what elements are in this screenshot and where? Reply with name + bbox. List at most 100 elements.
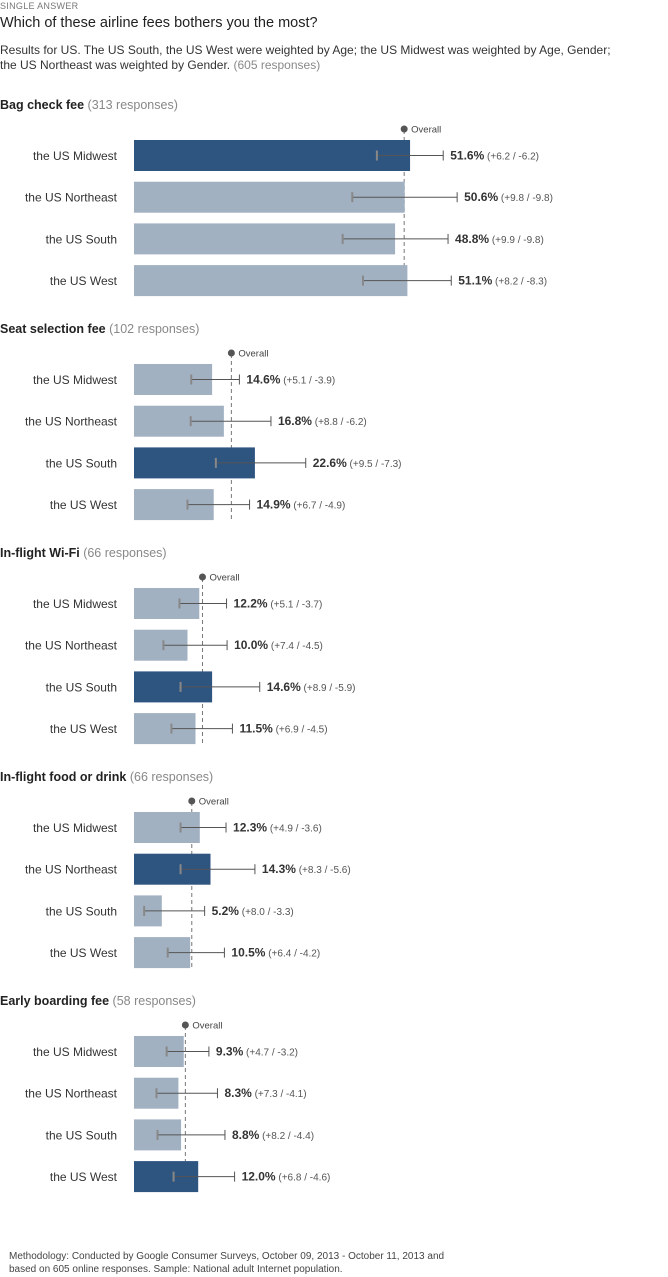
value-label: 8.3% (+7.3 / -4.1) <box>224 1086 306 1100</box>
total-responses: (605 responses) <box>233 58 321 72</box>
value-error-range: (+4.7 / -3.2) <box>243 1048 298 1059</box>
section-response-count: (66 responses) <box>80 546 167 560</box>
category-label: the US Midwest <box>33 373 118 387</box>
value-percent: 8.8% <box>232 1128 260 1142</box>
value-error-range: (+8.8 / -6.2) <box>312 417 367 428</box>
value-percent: 16.8% <box>278 414 312 428</box>
value-error-range: (+6.2 / -6.2) <box>484 152 539 163</box>
section-response-count: (66 responses) <box>126 770 213 784</box>
value-error-range: (+8.2 / -8.3) <box>492 277 547 288</box>
value-error-range: (+8.3 / -5.6) <box>296 865 351 876</box>
results-line-1: Results for US. The US South, the US Wes… <box>0 43 611 57</box>
value-error-range: (+5.1 / -3.7) <box>268 600 323 611</box>
value-percent: 8.3% <box>224 1086 252 1100</box>
overall-marker <box>188 797 196 805</box>
results-line-2: the US Northeast was weighted by Gender.… <box>0 58 668 73</box>
value-percent: 10.0% <box>234 638 268 652</box>
value-label: 12.2% (+5.1 / -3.7) <box>234 597 323 611</box>
category-label: the US Northeast <box>25 415 118 429</box>
category-label: the US West <box>50 498 118 512</box>
value-label: 10.0% (+7.4 / -4.5) <box>234 638 323 652</box>
value-label: 11.5% (+6.9 / -4.5) <box>239 722 327 736</box>
value-label: 51.1% (+8.2 / -8.3) <box>458 274 547 288</box>
value-label: 14.3% (+8.3 / -5.6) <box>262 862 351 876</box>
value-label: 51.6% (+6.2 / -6.2) <box>450 149 539 163</box>
overall-marker <box>198 573 206 581</box>
overall-marker <box>181 1021 189 1029</box>
overall-marker <box>400 125 408 133</box>
section-title-text: Seat selection fee <box>0 322 106 336</box>
value-error-range: (+7.3 / -4.1) <box>252 1089 307 1100</box>
section-title-text: Bag check fee <box>0 98 84 112</box>
value-percent: 11.5% <box>239 722 273 736</box>
bar <box>134 265 408 297</box>
methodology-line-1: Methodology: Conducted by Google Consume… <box>9 1251 445 1262</box>
category-label: the US West <box>50 946 118 960</box>
section-title: Early boarding fee (58 responses) <box>0 994 196 1008</box>
value-error-range: (+6.4 / -4.2) <box>265 949 320 960</box>
value-error-range: (+6.7 / -4.9) <box>291 501 346 512</box>
section-title: In-flight Wi-Fi (66 responses) <box>0 546 167 560</box>
value-label: 12.3% (+4.9 / -3.6) <box>233 821 322 835</box>
results-line-2-text: the US Northeast was weighted by Gender. <box>0 58 231 72</box>
section-title: Seat selection fee (102 responses) <box>0 322 199 336</box>
overall-label: Overall <box>199 797 229 808</box>
value-percent: 14.3% <box>262 862 296 876</box>
value-percent: 12.0% <box>242 1170 276 1184</box>
value-label: 50.6% (+9.8 / -9.8) <box>464 190 553 204</box>
section-title-text: In-flight Wi-Fi <box>0 546 80 560</box>
section-response-count: (313 responses) <box>84 98 178 112</box>
value-error-range: (+9.5 / -7.3) <box>347 459 402 470</box>
category-label: the US Midwest <box>33 1045 118 1059</box>
bar <box>134 140 411 171</box>
category-label: the US West <box>50 1170 118 1184</box>
value-label: 22.6% (+9.5 / -7.3) <box>313 456 402 470</box>
value-error-range: (+5.1 / -3.9) <box>280 376 335 387</box>
section-response-count: (58 responses) <box>109 994 196 1008</box>
value-label: 10.5% (+6.4 / -4.2) <box>231 946 320 960</box>
value-percent: 22.6% <box>313 456 347 470</box>
section-response-count: (102 responses) <box>106 322 200 336</box>
category-label: the US Midwest <box>33 821 118 835</box>
category-label: the US Northeast <box>25 191 118 205</box>
section-title: Bag check fee (313 responses) <box>0 98 178 112</box>
category-label: the US Northeast <box>25 863 118 877</box>
value-error-range: (+9.8 / -9.8) <box>498 193 553 204</box>
value-percent: 50.6% <box>464 190 498 204</box>
category-label: the US South <box>46 904 117 918</box>
value-error-range: (+8.0 / -3.3) <box>239 907 294 918</box>
category-label: the US South <box>46 680 117 694</box>
value-label: 14.6% (+5.1 / -3.9) <box>246 373 335 387</box>
category-label: the US Midwest <box>33 149 118 163</box>
section-title: In-flight food or drink (66 responses) <box>0 770 213 784</box>
value-percent: 12.2% <box>234 597 268 611</box>
methodology-footer: Methodology: Conducted by Google Consume… <box>9 1250 444 1276</box>
overall-label: Overall <box>238 349 268 360</box>
category-label: the US Midwest <box>33 597 118 611</box>
category-label: the US South <box>46 456 117 470</box>
value-label: 12.0% (+6.8 / -4.6) <box>242 1170 331 1184</box>
value-label: 8.8% (+8.2 / -4.4) <box>232 1128 314 1142</box>
value-label: 9.3% (+4.7 / -3.2) <box>216 1045 298 1059</box>
category-label: the US South <box>46 232 117 246</box>
category-label: the US West <box>50 274 118 288</box>
value-error-range: (+7.4 / -4.5) <box>268 641 323 652</box>
category-label: the US Northeast <box>25 639 118 653</box>
value-percent: 51.1% <box>458 274 492 288</box>
category-label: the US Northeast <box>25 1087 118 1101</box>
value-label: 5.2% (+8.0 / -3.3) <box>212 904 294 918</box>
value-label: 14.9% (+6.7 / -4.9) <box>257 498 346 512</box>
results-description: Results for US. The US South, the US Wes… <box>0 43 668 73</box>
category-label: the US West <box>50 722 118 736</box>
value-percent: 14.9% <box>257 498 291 512</box>
value-percent: 9.3% <box>216 1045 244 1059</box>
overall-label: Overall <box>411 125 441 136</box>
value-percent: 48.8% <box>455 232 489 246</box>
value-error-range: (+9.9 / -9.8) <box>489 235 544 246</box>
value-percent: 5.2% <box>212 904 240 918</box>
overall-marker <box>227 349 235 357</box>
section-title-text: In-flight food or drink <box>0 770 126 784</box>
category-label: the US South <box>46 1128 117 1142</box>
value-error-range: (+8.9 / -5.9) <box>301 683 356 694</box>
question-type-label: SINGLE ANSWER <box>0 1 79 11</box>
